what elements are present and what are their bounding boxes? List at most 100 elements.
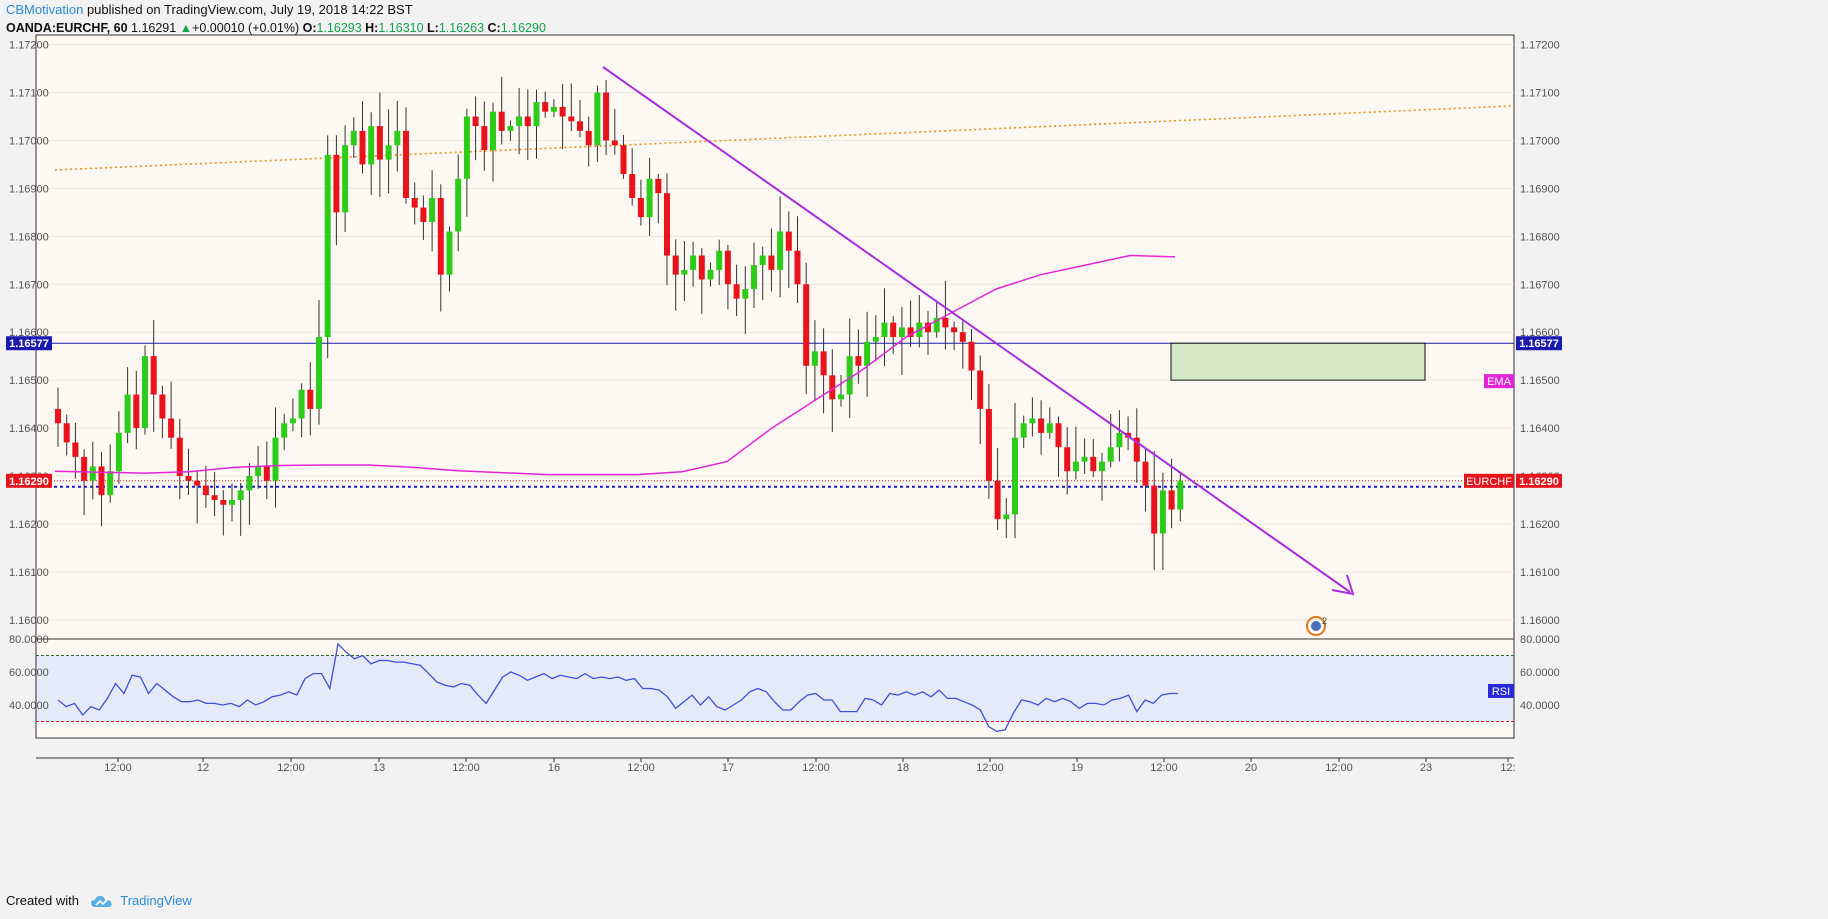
- candle-body: [568, 116, 575, 122]
- candle-body: [881, 322, 888, 337]
- y-tick-right: 1.16200: [1520, 519, 1560, 531]
- x-tick-label: 20: [1245, 762, 1257, 774]
- candle-body: [994, 480, 1001, 520]
- candle-body: [107, 471, 114, 496]
- rsi-tick-right: 60.0000: [1520, 667, 1560, 679]
- close-value: 1.16290: [500, 21, 546, 35]
- candle-body: [403, 130, 409, 198]
- rsi-tick-left: 80.0000: [9, 634, 49, 646]
- chart-header-line-2: OANDA:EURCHF, 60 1.16291 ▲+0.00010 (+0.0…: [6, 21, 546, 35]
- candle-body: [263, 466, 270, 481]
- candle-body: [1133, 437, 1140, 462]
- x-tick-label: 12:00: [1150, 762, 1178, 774]
- candle-body: [385, 145, 392, 160]
- candle-body: [246, 476, 253, 491]
- candle-body: [411, 197, 418, 208]
- y-tick-left: 1.16200: [9, 519, 49, 531]
- candle-body: [455, 178, 462, 232]
- y-tick-right: 1.16500: [1520, 375, 1560, 387]
- candlestick-chart[interactable]: 1.16000 1.16000 1.16100 1.16100 1.16200 1.162…: [0, 0, 1828, 890]
- candle-body: [794, 250, 801, 285]
- candle-body: [229, 499, 235, 505]
- open-label: O:: [302, 21, 317, 35]
- symbol-tag: [1464, 473, 1514, 488]
- candle-body: [481, 126, 488, 151]
- candle-body: [98, 466, 105, 496]
- candle-body: [759, 255, 766, 266]
- candle-body: [629, 174, 636, 198]
- candle-body: [890, 322, 897, 337]
- trendline: [602, 66, 1351, 593]
- candle-body: [603, 92, 610, 141]
- candle-body: [490, 111, 496, 151]
- candle-body: [63, 423, 70, 443]
- candle-body: [342, 145, 349, 213]
- candle-body: [89, 466, 96, 481]
- candle-body: [133, 394, 140, 429]
- candle-body: [420, 207, 427, 222]
- high-value: 1.16310: [378, 21, 424, 35]
- candle-body: [707, 269, 714, 280]
- candle-body: [646, 178, 653, 218]
- events-count: 2: [1322, 616, 1327, 626]
- tradingview-brand[interactable]: TradingView: [120, 893, 192, 908]
- low-label: L:: [427, 21, 439, 35]
- y-tick-right: 1.16100: [1520, 567, 1560, 579]
- candle-body: [664, 193, 670, 256]
- candle-body: [1029, 418, 1036, 424]
- candle-body: [1116, 432, 1123, 448]
- candle-body: [1081, 456, 1088, 462]
- y-tick-right: 1.16000: [1520, 615, 1560, 627]
- candle-body: [1055, 423, 1062, 448]
- author-link[interactable]: CBMotivation: [6, 2, 84, 17]
- footer: Created with TradingView: [6, 893, 192, 909]
- events-badge-icon[interactable]: [1306, 616, 1326, 636]
- candle-body: [159, 394, 166, 419]
- candle-body: [898, 327, 905, 337]
- candle-body: [655, 178, 662, 194]
- candle-body: [124, 394, 131, 433]
- candle-body: [376, 126, 383, 160]
- candle-body: [150, 356, 157, 395]
- candle-body: [933, 317, 940, 333]
- y-tick-left: 1.16100: [9, 567, 49, 579]
- candle-body: [829, 375, 836, 400]
- candle-body: [872, 337, 879, 342]
- x-tick-label: 17: [722, 762, 734, 774]
- rsi-tag-text: RSI: [1492, 686, 1510, 698]
- candle-body: [220, 499, 227, 505]
- y-tick-right: 1.16600: [1520, 327, 1560, 339]
- candle-body: [559, 106, 566, 117]
- candle-body: [1142, 461, 1149, 486]
- candle-body: [698, 255, 705, 280]
- rsi-tick-right: 40.0000: [1520, 700, 1560, 712]
- candle-body: [942, 317, 949, 328]
- last-price: 1.16291: [131, 21, 177, 35]
- x-tick-label: 12:00: [802, 762, 830, 774]
- price-pane-background: [36, 35, 1514, 639]
- y-tick-left: 1.16800: [9, 231, 49, 243]
- candle-body: [72, 442, 79, 457]
- x-tick-label: 19: [1071, 762, 1083, 774]
- candle-body: [272, 437, 279, 481]
- candle-body: [289, 418, 296, 424]
- candle-body: [681, 269, 688, 275]
- candle-body: [977, 370, 984, 409]
- trendline-arrowhead: [1331, 574, 1355, 596]
- candle-body: [359, 130, 366, 165]
- candle-body: [324, 154, 331, 337]
- y-tick-left: 1.17100: [9, 88, 49, 100]
- x-tick-label: 12: [197, 762, 209, 774]
- candle-body: [1046, 423, 1053, 433]
- x-tick-label: 12:00: [104, 762, 132, 774]
- rsi-tag: [1488, 683, 1514, 698]
- created-with-label: Created with: [6, 893, 79, 908]
- x-tick-label: 12:00: [277, 762, 305, 774]
- candle-body: [742, 289, 749, 299]
- candle-body: [211, 495, 218, 500]
- candle-body: [637, 197, 644, 218]
- y-tick-left: 1.16400: [9, 423, 49, 435]
- candle-body: [550, 106, 557, 112]
- symbol-tag-text: EURCHF: [1466, 476, 1512, 488]
- candle-body: [1072, 461, 1079, 472]
